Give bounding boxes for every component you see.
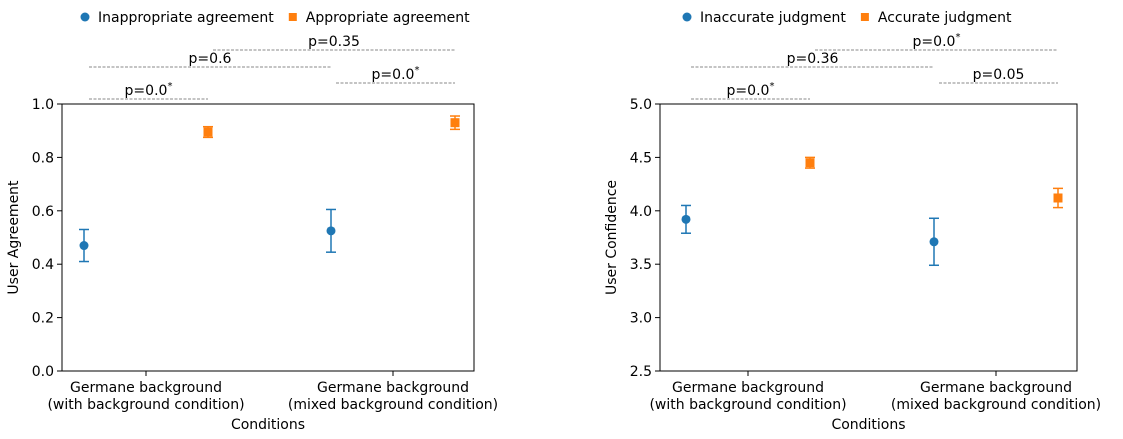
annotation: p=0.0*	[372, 65, 420, 83]
y-tick-label: 0.8	[32, 150, 54, 166]
annotation: p=0.6	[189, 51, 232, 67]
y-tick-label: 0.6	[32, 204, 54, 220]
point	[79, 241, 89, 251]
annotation-text: p=0.0	[913, 34, 956, 50]
x-tick-label: Germane background	[672, 380, 824, 396]
x-tick-label: Germane background	[70, 380, 222, 396]
legend-marker	[860, 13, 869, 21]
x-tick-label: (with background condition)	[47, 397, 244, 413]
legend-label: Appropriate agreement	[306, 10, 470, 26]
annotation-text: p=0.6	[189, 51, 232, 67]
x-tick-label: Germane background	[920, 380, 1072, 396]
y-tick-label: 0.0	[32, 364, 54, 380]
y-tick-label: 0.4	[32, 257, 54, 273]
y-axis-label: User Agreement	[6, 180, 22, 295]
point	[681, 214, 691, 224]
y-tick-label: 3.0	[630, 311, 652, 327]
y-tick-label: 4.5	[630, 150, 652, 166]
y-tick-label: 2.5	[630, 364, 652, 380]
legend-label: Inaccurate judgment	[700, 10, 846, 26]
annotation: p=0.0*	[727, 81, 775, 99]
annotation-sup: *	[414, 65, 419, 76]
annotation-text: p=0.36	[787, 51, 839, 67]
annotation-sup: *	[955, 32, 960, 43]
point	[326, 226, 336, 236]
annotation: p=0.05	[973, 67, 1025, 83]
annotation-text: p=0.05	[973, 67, 1025, 83]
plot-frame	[659, 103, 1078, 372]
annotation-text: p=0.35	[308, 34, 360, 50]
legend-marker	[80, 12, 90, 22]
x-axis-label: Conditions	[831, 417, 905, 433]
annotation: p=0.36	[787, 51, 839, 67]
annotation: p=0.0*	[125, 81, 173, 99]
annotation: p=0.35	[308, 34, 360, 50]
x-tick-label: (with background condition)	[649, 397, 846, 413]
x-tick-label: (mixed background condition)	[288, 397, 498, 413]
point	[805, 158, 815, 168]
plot-frame	[61, 103, 475, 372]
y-axis-label: User Confidence	[604, 180, 620, 295]
legend-marker	[288, 13, 297, 21]
y-tick-label: 5.0	[630, 97, 652, 113]
x-tick-label: (mixed background condition)	[891, 397, 1101, 413]
x-axis-label: Conditions	[231, 417, 305, 433]
y-tick-label: 1.0	[32, 97, 54, 113]
point	[1053, 193, 1063, 203]
annotation-sup: *	[769, 81, 774, 92]
y-tick-label: 3.5	[630, 257, 652, 273]
annotation-sup: *	[167, 81, 172, 92]
legend-label: Accurate judgment	[878, 10, 1012, 26]
annotation-text: p=0.0	[727, 83, 770, 99]
point	[929, 237, 939, 247]
y-tick-label: 4.0	[630, 204, 652, 220]
legend-marker	[682, 12, 692, 22]
annotation-text: p=0.0	[125, 83, 168, 99]
point	[203, 127, 213, 137]
x-tick-label: Germane background	[317, 380, 469, 396]
point	[450, 118, 460, 128]
annotation: p=0.0*	[913, 32, 961, 50]
legend-label: Inappropriate agreement	[98, 10, 274, 26]
annotation-text: p=0.0	[372, 67, 415, 83]
y-tick-label: 0.2	[32, 311, 54, 327]
